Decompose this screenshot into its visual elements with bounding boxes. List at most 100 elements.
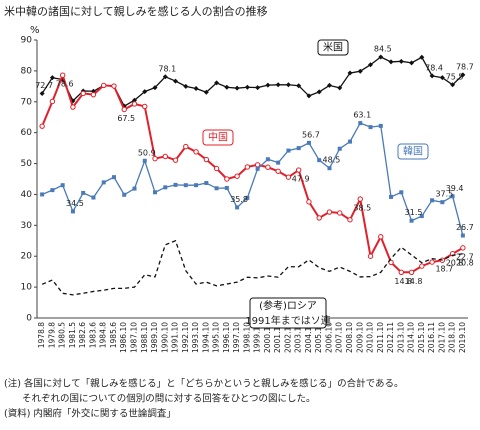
x-tick-label: 2015.10 bbox=[417, 322, 426, 353]
x-tick-label: 2004.10 bbox=[304, 322, 313, 353]
annotation: 1991年まではソ連 bbox=[245, 314, 330, 327]
y-tick-label: 0 bbox=[26, 314, 32, 324]
marker bbox=[450, 82, 456, 88]
value-label: 72.7 bbox=[35, 81, 53, 90]
marker bbox=[234, 85, 240, 91]
marker bbox=[153, 190, 158, 195]
x-tick-label: 2008.10 bbox=[345, 322, 354, 353]
note: (注) 各国に対して「親しみを感じる」と「どちらかというと親しみを感じる」の合計… bbox=[4, 378, 404, 390]
marker bbox=[80, 90, 86, 97]
value-label: 22.7 bbox=[456, 252, 474, 261]
y-tick-label: 30 bbox=[21, 221, 33, 231]
marker bbox=[235, 205, 240, 210]
marker bbox=[194, 183, 199, 188]
marker bbox=[122, 192, 127, 197]
marker bbox=[254, 162, 261, 168]
marker bbox=[327, 166, 332, 171]
legend-box bbox=[202, 129, 234, 146]
marker bbox=[419, 54, 425, 60]
x-tick-label: 2009.10 bbox=[355, 322, 364, 353]
marker bbox=[70, 104, 76, 110]
x-tick-label: 1999.10 bbox=[253, 322, 262, 353]
marker bbox=[60, 183, 65, 188]
x-tick-label: 1991.10 bbox=[171, 322, 180, 353]
value-label: 14.8 bbox=[394, 277, 412, 286]
marker bbox=[90, 91, 97, 98]
x-tick-label: 1997.10 bbox=[232, 322, 241, 353]
marker bbox=[296, 146, 301, 151]
marker bbox=[306, 93, 312, 99]
x-tick-label: 1994.10 bbox=[201, 322, 210, 353]
series-line bbox=[41, 239, 463, 296]
value-label: 20.8 bbox=[456, 258, 474, 267]
marker bbox=[265, 164, 271, 170]
x-tick-label: 1987.10 bbox=[129, 322, 138, 353]
marker bbox=[429, 259, 435, 265]
marker bbox=[224, 176, 230, 182]
legend-box bbox=[317, 39, 349, 56]
x-tick-label: 2016.11 bbox=[427, 322, 436, 353]
marker bbox=[162, 153, 168, 160]
y-tick-label: 10 bbox=[21, 283, 33, 293]
x-tick-label: 2012.11 bbox=[386, 322, 395, 353]
value-label: 48.5 bbox=[323, 156, 341, 165]
marker bbox=[214, 80, 220, 86]
marker bbox=[162, 74, 168, 80]
marker bbox=[409, 218, 414, 223]
x-tick-label: 1986.10 bbox=[119, 322, 128, 353]
x-tick-label: 1978.8 bbox=[37, 322, 46, 348]
marker bbox=[173, 182, 178, 187]
marker bbox=[368, 125, 373, 130]
x-tick-label: 2002.10 bbox=[283, 322, 292, 353]
marker bbox=[368, 62, 374, 68]
marker bbox=[173, 78, 179, 84]
marker bbox=[286, 148, 291, 153]
marker bbox=[316, 215, 322, 221]
value-label: 31.5 bbox=[405, 208, 423, 217]
legend-label: 中国 bbox=[208, 131, 228, 144]
marker bbox=[49, 98, 56, 105]
marker bbox=[111, 175, 116, 180]
value-label: 78.7 bbox=[456, 62, 474, 71]
marker bbox=[265, 157, 270, 162]
value-label: 18.7 bbox=[435, 265, 453, 274]
marker bbox=[244, 164, 251, 170]
note: (資料) 内閣府「外交に関する世論調査」 bbox=[4, 408, 176, 420]
marker bbox=[39, 90, 45, 96]
marker bbox=[276, 160, 281, 165]
y-tick-label: 20 bbox=[21, 252, 33, 262]
marker bbox=[275, 168, 281, 174]
x-tick-label: 2019.10 bbox=[458, 322, 467, 353]
marker bbox=[357, 68, 363, 74]
marker bbox=[378, 234, 384, 240]
marker bbox=[163, 185, 168, 190]
marker bbox=[326, 82, 332, 88]
marker bbox=[50, 188, 55, 193]
marker bbox=[265, 82, 271, 88]
x-tick-label: 1985.6 bbox=[109, 322, 118, 348]
marker bbox=[91, 195, 96, 200]
marker bbox=[399, 190, 404, 195]
marker bbox=[214, 186, 219, 191]
marker bbox=[337, 85, 343, 91]
chart-title: 米中韓の諸国に対して親しみを感じる人の割合の推移 bbox=[4, 4, 268, 18]
marker bbox=[357, 196, 363, 202]
value-label: 14.8 bbox=[405, 277, 423, 286]
x-tick-label: 1992.10 bbox=[181, 322, 190, 353]
x-tick-label: 1989.10 bbox=[150, 322, 159, 353]
marker bbox=[152, 85, 158, 91]
x-tick-label: 2003.10 bbox=[294, 322, 303, 353]
marker bbox=[255, 85, 261, 91]
x-tick-label: 1983.6 bbox=[88, 322, 97, 348]
y-tick-label: 90 bbox=[21, 36, 33, 46]
value-label: 38.5 bbox=[353, 204, 371, 213]
value-label: 50.9 bbox=[138, 148, 156, 157]
marker bbox=[132, 186, 137, 191]
marker bbox=[306, 199, 312, 205]
marker bbox=[440, 200, 445, 205]
marker bbox=[337, 210, 343, 216]
marker bbox=[183, 83, 189, 89]
series-line bbox=[41, 56, 464, 108]
value-label: 20.8 bbox=[446, 258, 464, 267]
